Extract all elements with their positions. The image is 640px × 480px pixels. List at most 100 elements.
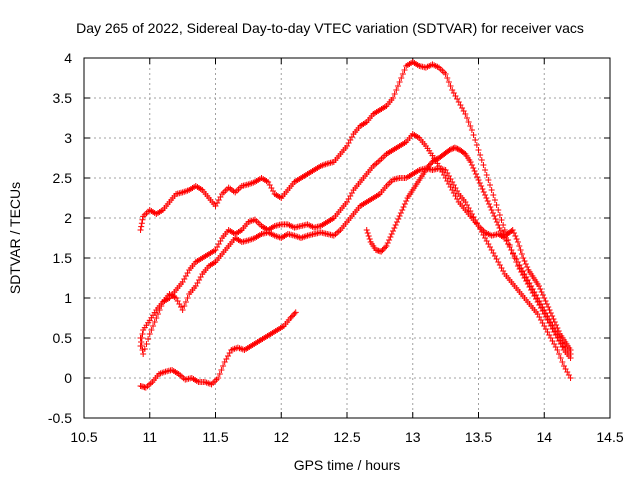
data-point: [491, 197, 498, 203]
data-point: [447, 83, 454, 89]
data-point: [542, 298, 549, 304]
data-point: [290, 312, 297, 319]
data-point: [483, 195, 490, 201]
data-point: [145, 336, 152, 342]
data-point: [153, 315, 160, 321]
data-point: [483, 172, 490, 178]
data-point: [554, 347, 561, 353]
data-point: [465, 119, 472, 125]
data-point: [468, 162, 475, 168]
data-point: [137, 227, 144, 233]
data-point: [547, 310, 554, 316]
data-point: [138, 220, 145, 227]
data-point: [482, 167, 489, 173]
data-point: [379, 247, 386, 254]
data-point: [139, 331, 146, 337]
data-point: [366, 236, 373, 242]
data-point: [364, 230, 371, 236]
data-point: [220, 363, 227, 369]
data-point: [497, 228, 504, 234]
data-point: [539, 292, 546, 298]
data-point: [511, 230, 518, 236]
data-point: [518, 251, 525, 257]
data-point: [462, 111, 469, 117]
x-tick-label: 11: [142, 429, 157, 445]
data-point: [451, 144, 458, 151]
data-point: [403, 198, 410, 204]
data-point: [150, 323, 157, 329]
y-tick-label: 1: [64, 290, 72, 306]
data-point: [395, 216, 402, 222]
data-point: [479, 186, 486, 192]
data-point: [475, 147, 482, 153]
data-point: [488, 187, 495, 193]
data-point: [478, 157, 485, 163]
data-point: [151, 319, 158, 325]
data-point: [396, 79, 403, 85]
data-point: [512, 233, 519, 239]
data-point: [467, 159, 474, 165]
x-tick-label: 10.5: [70, 429, 97, 445]
data-point: [291, 310, 298, 317]
data-point: [138, 339, 145, 345]
data-point: [444, 75, 451, 81]
data-point: [182, 299, 189, 305]
data-point: [292, 309, 299, 316]
data-point: [461, 150, 468, 156]
chart-title: Day 265 of 2022, Sidereal Day-to-day VTE…: [76, 20, 584, 36]
data-point: [482, 192, 489, 198]
data-point: [430, 157, 437, 164]
data-point: [541, 295, 548, 301]
data-point: [365, 233, 372, 239]
data-point: [491, 213, 498, 219]
data-point: [557, 355, 564, 361]
y-tick-label: 0: [64, 370, 72, 386]
data-point: [467, 123, 474, 129]
x-tick-label: 11.5: [202, 429, 228, 445]
data-point: [495, 222, 502, 228]
data-point: [218, 367, 225, 373]
y-tick-label: 0.5: [53, 330, 73, 346]
data-point: [398, 75, 405, 81]
data-point: [446, 147, 453, 153]
data-point: [393, 87, 400, 93]
data-point: [453, 145, 460, 152]
data-point: [474, 174, 481, 180]
data-point: [493, 202, 500, 208]
data-point: [543, 301, 550, 307]
data-point: [148, 327, 155, 333]
data-point: [487, 204, 494, 210]
data-point: [400, 204, 407, 210]
x-tick-label: 13.5: [465, 429, 492, 445]
data-point: [537, 286, 544, 292]
data-point: [390, 95, 397, 101]
y-tick-label: -0.5: [48, 410, 72, 426]
data-point: [401, 67, 408, 73]
data-point: [545, 304, 552, 310]
data-point: [475, 177, 482, 183]
data-point: [383, 243, 390, 249]
data-point: [520, 255, 527, 261]
data-point: [378, 248, 385, 255]
data-point: [158, 303, 165, 309]
data-point: [554, 325, 561, 331]
x-tick-label: 13: [405, 429, 421, 445]
data-point: [181, 303, 188, 309]
data-point: [472, 137, 479, 143]
data-point: [454, 145, 461, 152]
plot-frame: [83, 57, 611, 419]
data-point: [154, 311, 161, 317]
x-tick-labels: 10.5 11 11.5 12 12.5 13 13.5 14 14.5: [70, 429, 623, 445]
data-point: [522, 261, 529, 267]
x-tick-label: 12.5: [333, 429, 360, 445]
data-point: [553, 322, 560, 328]
data-point: [559, 359, 566, 365]
data-point: [550, 316, 557, 322]
data-point: [216, 371, 223, 377]
data-point: [146, 331, 153, 337]
data-point: [397, 210, 404, 216]
data-point: [498, 217, 505, 223]
data-point: [476, 180, 483, 186]
data-point: [156, 307, 163, 313]
data-point: [463, 115, 470, 121]
